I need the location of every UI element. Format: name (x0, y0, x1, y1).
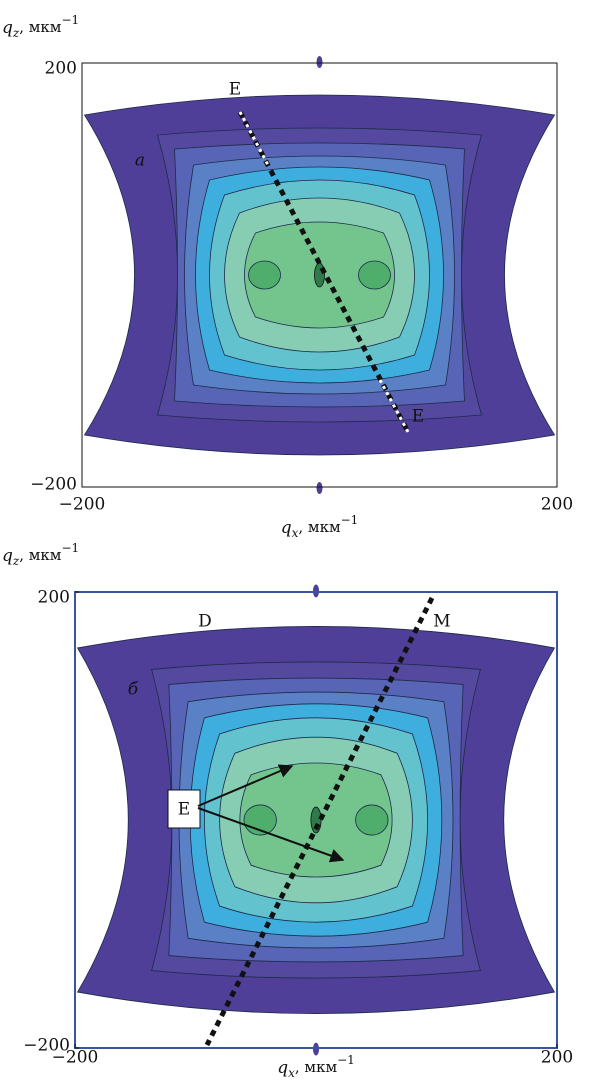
contour-spike (312, 1042, 320, 1056)
label-symbol: q (281, 518, 292, 538)
contour-spike (316, 56, 323, 68)
panel-label: б (128, 680, 139, 700)
label-subscript: z (12, 554, 20, 568)
label-symbol: q (2, 18, 13, 38)
label-superscript: −1 (337, 1053, 355, 1067)
annotation: D (198, 612, 212, 632)
panel-label: a (135, 151, 145, 171)
label-unit: , мкм (19, 18, 62, 36)
y-tick-label: −200 (30, 475, 77, 495)
label-symbol: q (277, 1058, 288, 1078)
annotation: E (178, 800, 190, 820)
label-unit: , мкм (295, 1058, 338, 1076)
x-tick-label: −200 (59, 495, 106, 515)
x-axis-label: qx, мкм−1 (281, 513, 359, 540)
label-unit: , мкм (298, 518, 341, 536)
annotation: E (412, 407, 424, 427)
label-unit: , мкм (19, 546, 62, 564)
annotation-arrow (197, 764, 294, 807)
contour-peak (358, 260, 391, 290)
contour-peak (248, 260, 281, 290)
plot-frame (74, 591, 558, 1049)
y-tick-label: 200 (45, 59, 77, 79)
label-subscript: x (292, 526, 299, 540)
streak (237, 110, 411, 434)
contour-spike (316, 482, 323, 494)
annotation: E (229, 80, 241, 100)
contour-spike (312, 584, 320, 598)
x-axis-label: qx, мкм−1 (277, 1053, 355, 1078)
y-axis-label: qz, мкм−1 (2, 13, 79, 40)
label-symbol: q (2, 546, 13, 566)
x-tick-label: −200 (52, 1048, 99, 1068)
annotation: M (433, 612, 450, 632)
streak-end (238, 111, 270, 166)
annotation-arrow (197, 807, 345, 863)
contour-levels (83, 56, 556, 494)
label-superscript: −1 (61, 541, 79, 555)
y-axis-label: qz, мкм−1 (2, 541, 79, 568)
streak-end (378, 379, 410, 433)
contour-peak (355, 804, 389, 836)
x-tick-label: 200 (541, 495, 573, 515)
x-tick-label: 200 (541, 1048, 573, 1068)
label-subscript: z (12, 26, 20, 40)
label-subscript: x (288, 1066, 295, 1078)
y-tick-label: −200 (23, 1036, 70, 1056)
contour-center (314, 262, 325, 288)
y-tick-label: 200 (38, 588, 70, 608)
label-superscript: −1 (341, 513, 359, 527)
contour-levels (76, 584, 556, 1056)
label-superscript: −1 (61, 13, 79, 27)
plot-frame (81, 62, 558, 488)
